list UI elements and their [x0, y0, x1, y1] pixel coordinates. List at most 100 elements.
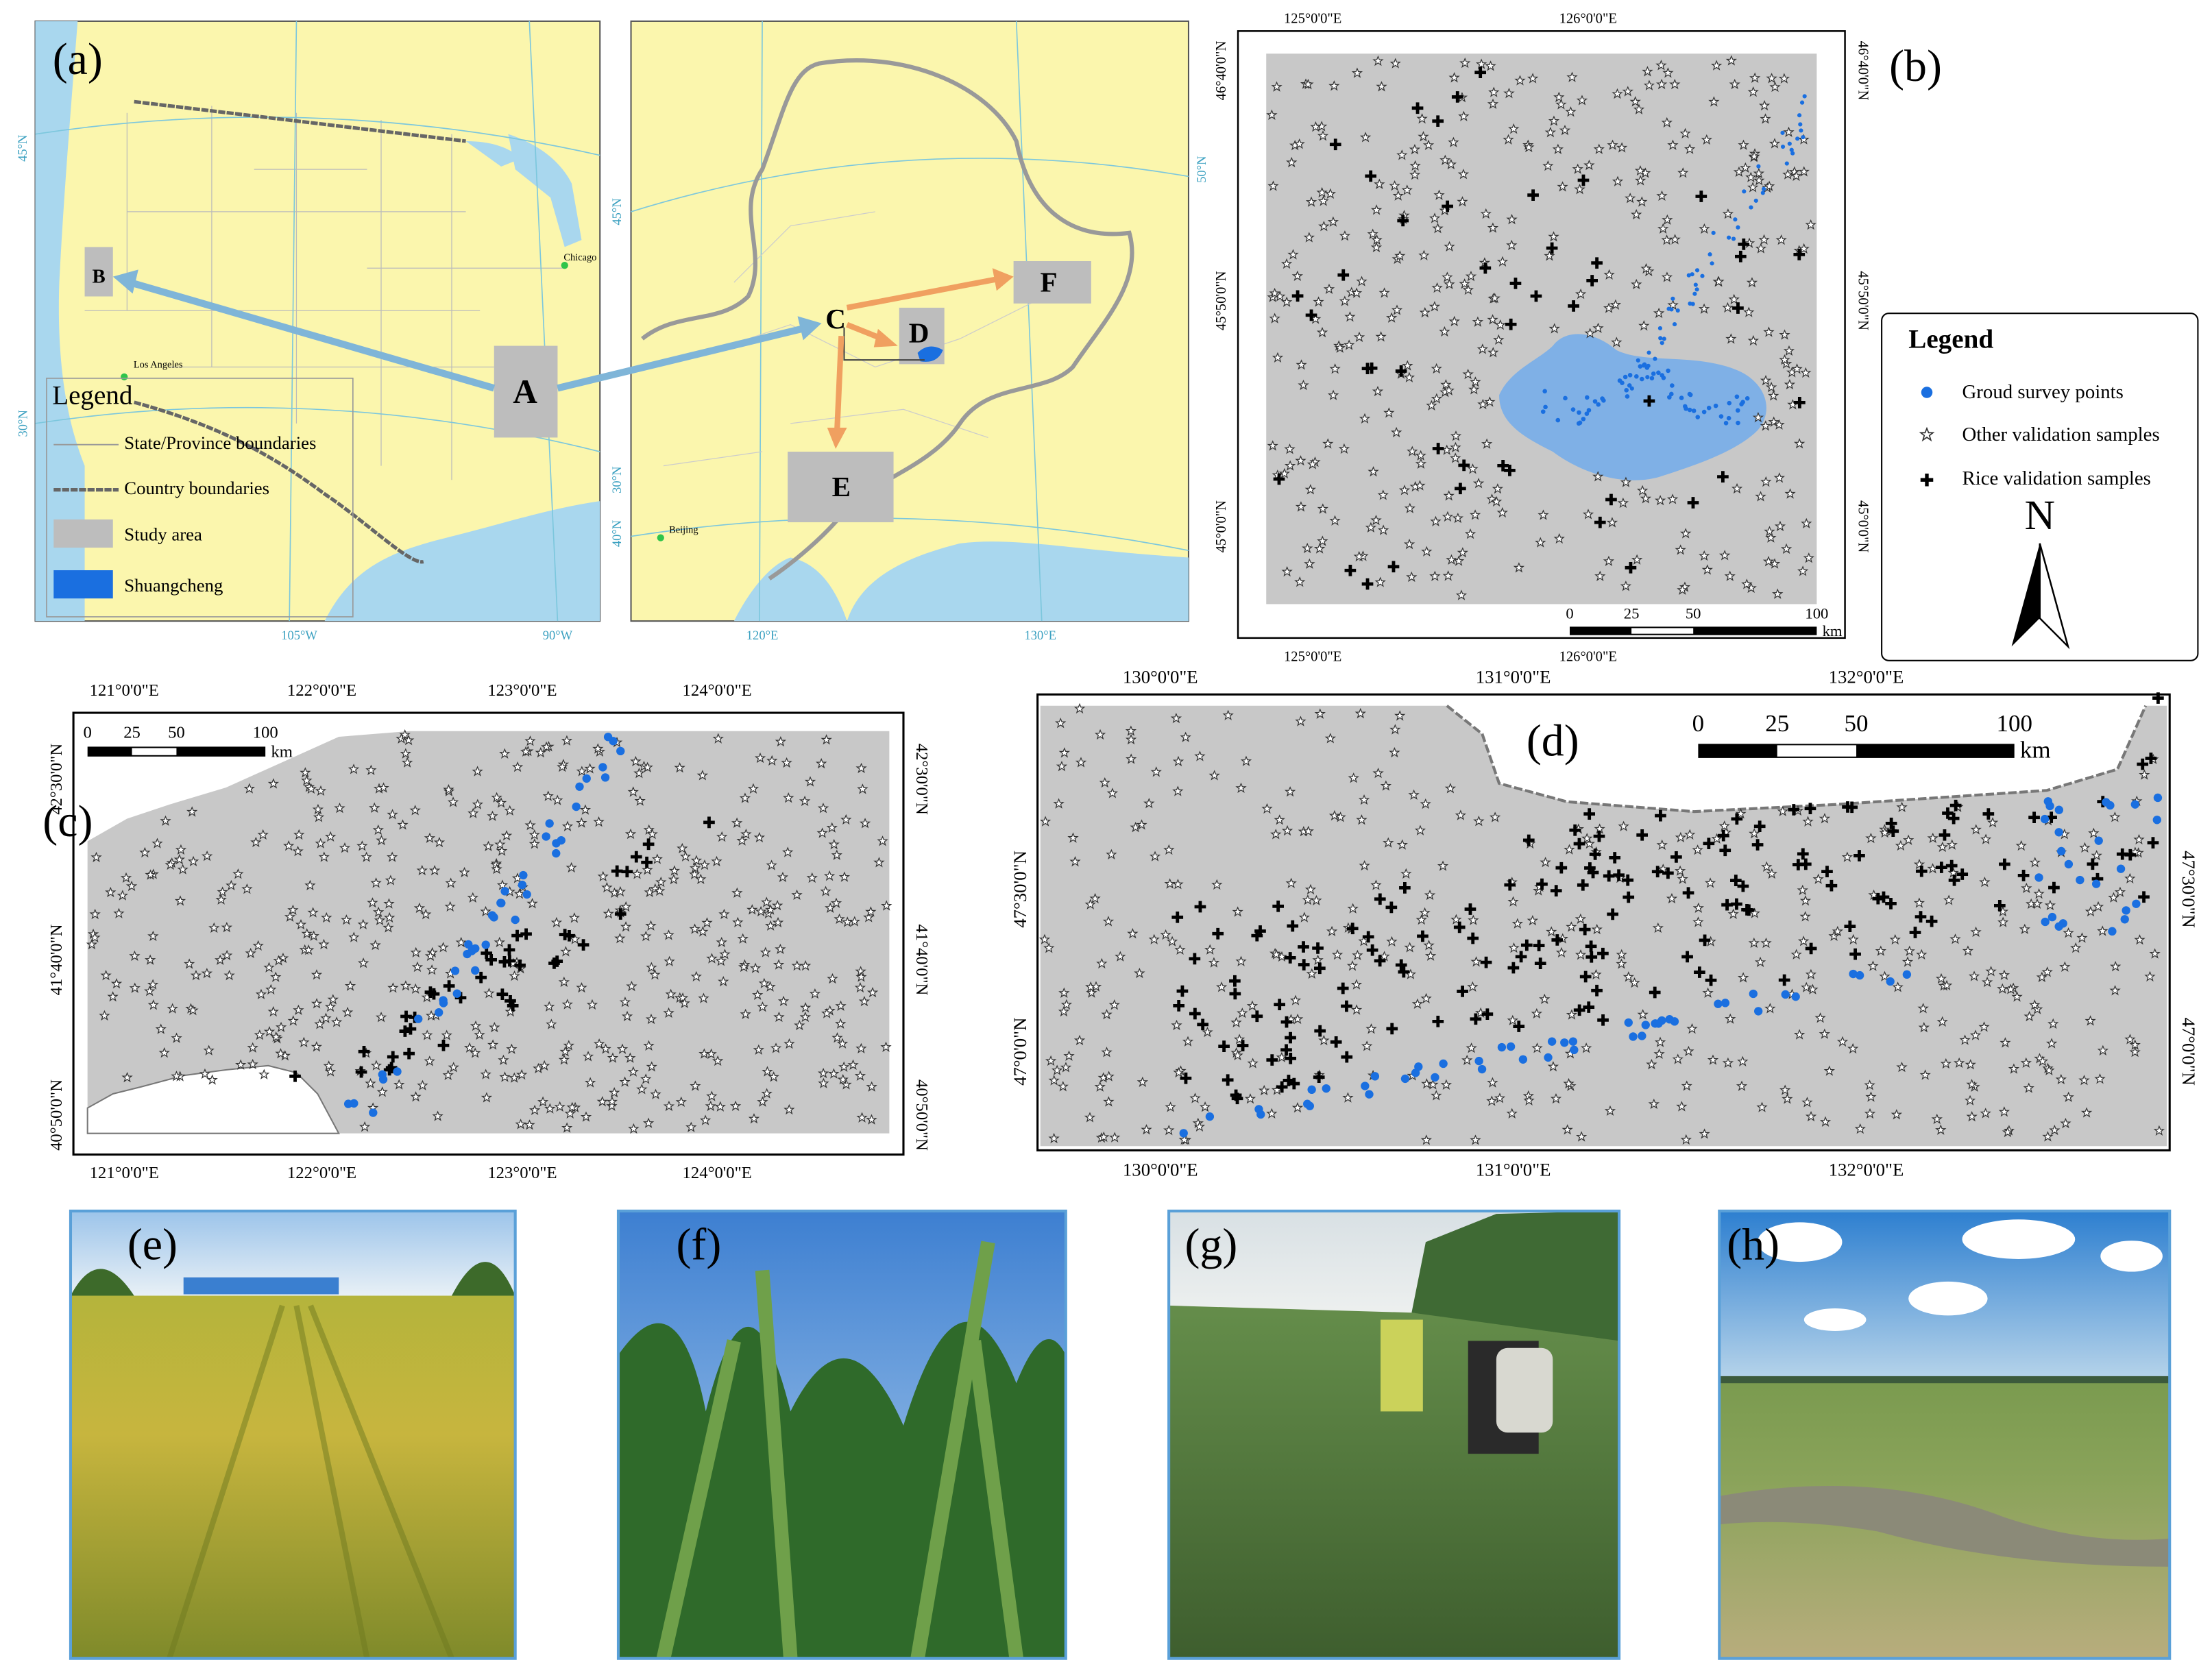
survey-point — [1658, 336, 1663, 341]
lon-label: 126°0'0"E — [1559, 649, 1617, 664]
study-area — [494, 345, 558, 438]
panel-label: (d) — [1527, 716, 1579, 766]
survey-point — [1654, 1019, 1663, 1028]
survey-point — [2153, 793, 2163, 803]
study-area — [87, 731, 890, 1134]
survey-point — [1734, 394, 1740, 400]
survey-point — [1651, 371, 1656, 376]
survey-point — [1706, 405, 1712, 411]
survey-point — [1641, 363, 1646, 368]
lon-label: 90°W — [543, 628, 573, 643]
photo-frame — [1167, 1209, 1621, 1660]
survey-point — [1902, 970, 1912, 979]
survey-point — [1625, 394, 1630, 399]
survey-point — [1727, 400, 1732, 406]
survey-point — [414, 1014, 423, 1023]
lat-label: 45°0'0"N — [1856, 500, 1871, 552]
lon-label: 121°0'0"E — [90, 1164, 159, 1182]
survey-point — [2054, 922, 2063, 931]
scale-label: 50 — [1845, 710, 1869, 737]
lon-label: 124°0'0"E — [683, 1164, 752, 1182]
lon-label: 125°0'0"E — [1284, 12, 1341, 27]
photo-frame — [1718, 1209, 2172, 1660]
gulf — [324, 501, 600, 622]
arrow — [834, 335, 844, 431]
survey-point — [572, 802, 581, 811]
lat-label: 47°0'0"N — [2178, 1018, 2199, 1086]
survey-point — [2122, 906, 2130, 915]
survey-point — [2054, 805, 2064, 814]
country-boundary — [1446, 705, 2148, 814]
survey-point — [1629, 1032, 1638, 1041]
survey-point — [1636, 358, 1640, 363]
scale-unit: km — [1823, 622, 1843, 639]
survey-point — [1710, 261, 1714, 266]
survey-point — [1400, 1074, 1410, 1084]
survey-point — [1577, 420, 1583, 426]
survey-point — [1849, 969, 1858, 979]
legend-item: Other validation samples — [1962, 424, 2159, 445]
survey-point — [1205, 1112, 1215, 1121]
lat-label: 45°50'0"N — [1214, 271, 1229, 330]
horizon — [1719, 1376, 2170, 1384]
survey-point — [1753, 1007, 1763, 1016]
survey-point — [600, 773, 610, 782]
photo-h — [1718, 1209, 2172, 1660]
photo-g — [1167, 1209, 1621, 1660]
survey-point — [2130, 800, 2140, 809]
legend-symbol — [53, 570, 113, 599]
survey-point — [1736, 225, 1740, 230]
survey-point — [1762, 186, 1766, 191]
survey-point — [500, 887, 509, 896]
panel-label: (a) — [53, 34, 103, 84]
survey-point — [1787, 141, 1792, 146]
survey-point — [1799, 128, 1803, 133]
survey-point — [497, 899, 506, 907]
arrow — [557, 325, 803, 392]
survey-point — [1687, 407, 1692, 413]
legend-symbol — [53, 519, 113, 548]
area-label: B — [93, 265, 106, 287]
survey-point — [1649, 376, 1655, 381]
legend-item: Study area — [124, 524, 202, 545]
scale-unit: km — [2020, 737, 2051, 764]
survey-point — [1627, 373, 1633, 378]
survey-point — [1802, 94, 1807, 99]
scale-label: 100 — [1805, 605, 1828, 622]
clouds — [1757, 1219, 2163, 1331]
survey-point — [1798, 122, 1803, 127]
survey-point — [1726, 415, 1731, 421]
photo-frame — [616, 1209, 1067, 1660]
legend-item: Rice validation samples — [1962, 467, 2150, 489]
lat-label: 45°N — [16, 135, 30, 162]
survey-point — [1714, 999, 1723, 1008]
lakes — [465, 134, 582, 247]
survey-point — [1781, 990, 1790, 999]
puddle — [1719, 1485, 2170, 1567]
legend-box — [46, 378, 354, 618]
arrows — [112, 268, 1014, 449]
survey-point — [471, 966, 480, 975]
survey-point — [1474, 1056, 1483, 1066]
scale-bar — [1631, 628, 1694, 634]
north-arrow — [2011, 543, 2040, 647]
trees — [70, 1262, 515, 1296]
survey-point — [1560, 1038, 1569, 1047]
scale-label: 100 — [253, 724, 278, 742]
survey-point — [603, 733, 613, 742]
legend-item: Shuangcheng — [124, 575, 223, 596]
area-label: D — [909, 317, 929, 349]
survey-point — [452, 989, 461, 998]
survey-point — [393, 1067, 402, 1076]
legend-item: State/Province boundaries — [124, 432, 316, 453]
scale-label: 25 — [1765, 710, 1789, 737]
survey-point — [1431, 1073, 1439, 1082]
lat-label: 47°30'0"N — [1010, 851, 1030, 928]
lat-label: 46°40'0"N — [1856, 41, 1871, 101]
survey-point — [1638, 1031, 1646, 1040]
china-map — [630, 20, 1190, 622]
graticule — [35, 21, 600, 622]
lon-label: 120°E — [746, 628, 779, 643]
survey-point — [1370, 1072, 1380, 1081]
province-lines — [663, 211, 1073, 467]
